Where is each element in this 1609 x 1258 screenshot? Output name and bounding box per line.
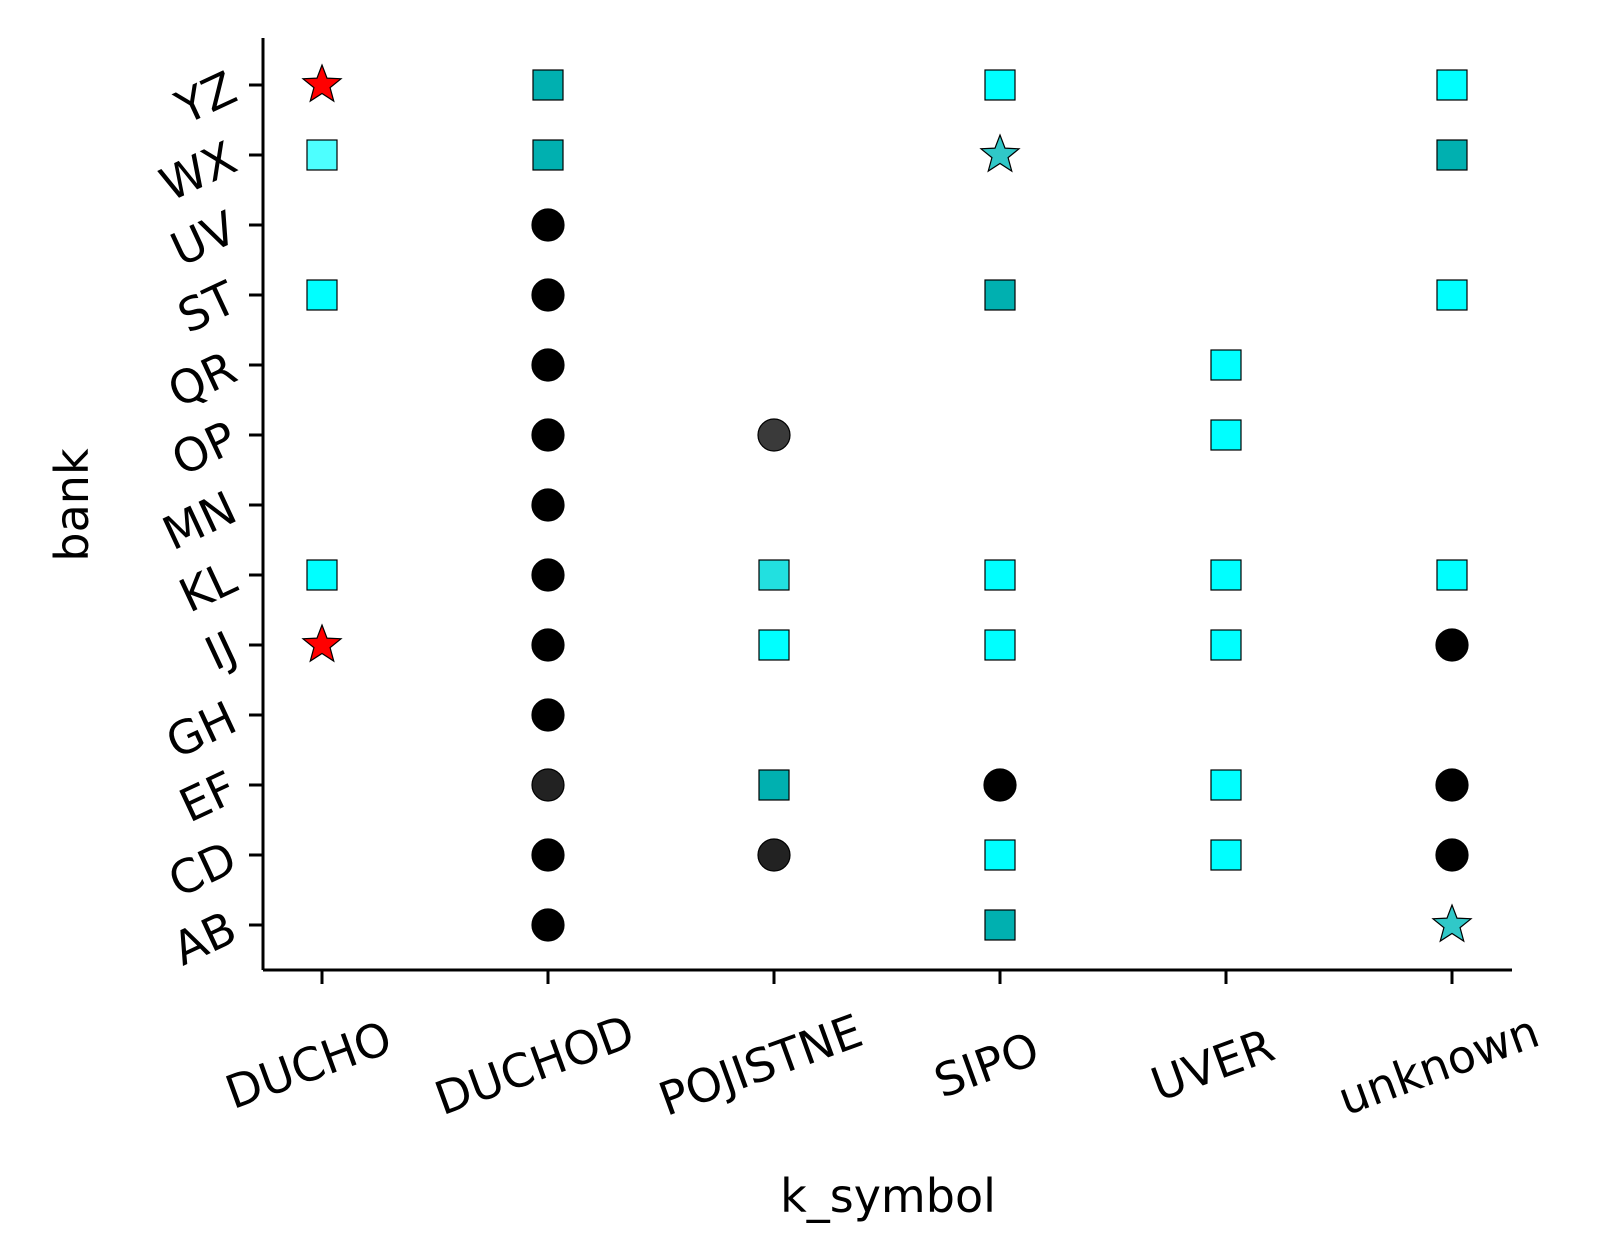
point-uver-ij [1210, 629, 1242, 661]
y-axis-title: bank [45, 448, 99, 562]
point-duchod-wx [532, 139, 564, 171]
x-axis-title: k_symbol [780, 1169, 996, 1223]
point-duchod-ab [531, 908, 565, 942]
point-pojistne-ef [758, 769, 790, 801]
point-unknown-wx [1436, 139, 1468, 171]
x-tick-label-sipo: SIPO [927, 1021, 1046, 1108]
x-ticks: DUCHO DUCHOD POJISTNE SIPO UVER unknown [218, 970, 1546, 1127]
point-uver-qr [1210, 349, 1242, 381]
y-tick-label-wx: WX [152, 131, 245, 212]
point-duchod-qr [531, 348, 565, 382]
y-tick-label-mn: MN [154, 481, 244, 561]
point-duchod-yz [532, 69, 564, 101]
y-tick-label-st: ST [170, 270, 246, 344]
x-tick-label-ducho: DUCHO [218, 1010, 398, 1120]
point-ducho-kl [306, 559, 338, 591]
point-unknown-kl [1436, 559, 1468, 591]
point-sipo-yz [984, 69, 1016, 101]
point-ducho-ij [301, 623, 343, 663]
point-unknown-cd [1435, 838, 1469, 872]
point-unknown-yz [1436, 69, 1468, 101]
y-tick-label-qr: QR [160, 341, 245, 419]
y-tick-label-ab: AB [164, 901, 244, 977]
point-unknown-st [1436, 279, 1468, 311]
point-ducho-st [306, 279, 338, 311]
x-tick-label-duchod: DUCHOD [428, 1004, 641, 1126]
y-tick-label-kl: KL [171, 550, 245, 623]
y-tick-label-op: OP [164, 411, 245, 487]
point-duchod-op [531, 418, 565, 452]
point-pojistne-kl [758, 559, 790, 591]
point-pojistne-op [757, 418, 791, 452]
y-tick-label-gh: GH [158, 691, 244, 770]
point-duchod-mn [531, 488, 565, 522]
point-unknown-ab [1431, 903, 1473, 943]
point-sipo-kl [984, 559, 1016, 591]
point-sipo-ab [984, 909, 1016, 941]
x-tick-label-uver: UVER [1144, 1018, 1281, 1112]
point-ducho-wx [306, 139, 338, 171]
axes [261, 38, 1512, 972]
point-duchod-ef [531, 768, 565, 802]
y-tick-label-cd: CD [160, 831, 244, 908]
x-tick-label-pojistne: POJISTNE [652, 1003, 870, 1126]
point-unknown-ef [1435, 768, 1469, 802]
point-sipo-st [984, 279, 1016, 311]
point-uver-ef [1210, 769, 1242, 801]
point-duchod-uv [531, 208, 565, 242]
y-tick-label-ij: IJ [197, 621, 244, 681]
point-uver-kl [1210, 559, 1242, 591]
point-sipo-cd [984, 839, 1016, 871]
point-duchod-cd [531, 838, 565, 872]
y-tick-label-yz: YZ [167, 61, 245, 136]
y-tick-label-ef: EF [171, 761, 244, 833]
point-unknown-ij [1435, 628, 1469, 662]
point-uver-op [1210, 419, 1242, 451]
point-duchod-ij [531, 628, 565, 662]
point-duchod-gh [531, 698, 565, 732]
x-tick-label-unknown: unknown [1331, 1004, 1546, 1126]
point-ducho-yz [301, 63, 343, 103]
data-points [301, 63, 1473, 943]
point-sipo-ef [983, 768, 1017, 802]
point-pojistne-cd [757, 838, 791, 872]
point-sipo-ij [984, 629, 1016, 661]
point-sipo-wx [979, 133, 1021, 173]
point-duchod-kl [531, 558, 565, 592]
point-uver-cd [1210, 839, 1242, 871]
point-pojistne-ij [758, 629, 790, 661]
point-duchod-st [531, 278, 565, 312]
